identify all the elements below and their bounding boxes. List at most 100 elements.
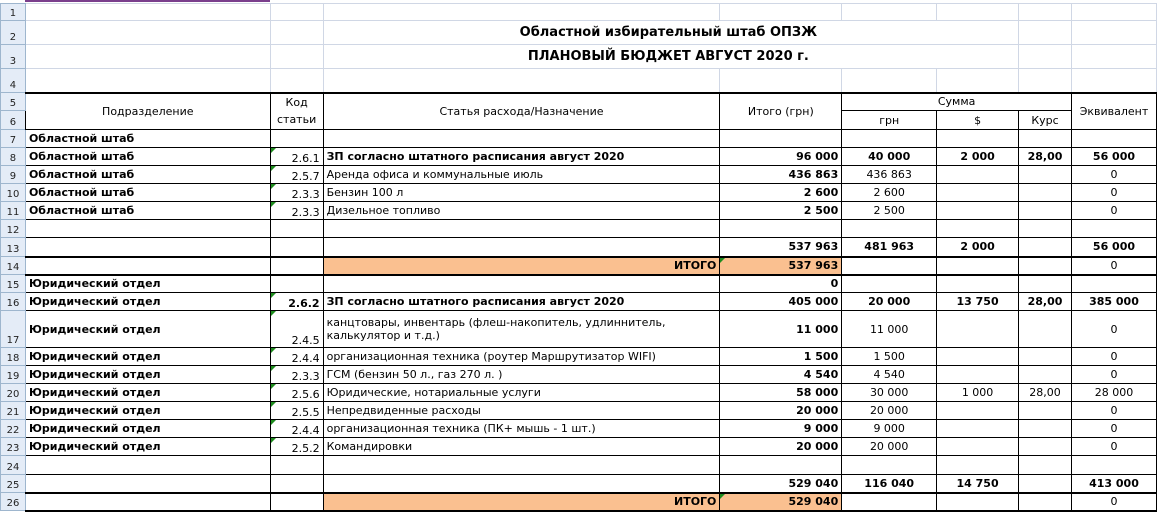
cell-usd[interactable] (936, 310, 1020, 348)
cell-equiv[interactable]: 28 000 (1070, 383, 1157, 402)
row-header[interactable]: 2 (0, 20, 26, 45)
cell-equiv[interactable] (1070, 273, 1157, 293)
cell-code[interactable]: 2.5.7 (269, 165, 324, 184)
cell-department[interactable]: Областной штаб (24, 201, 271, 220)
header-equiv[interactable]: Эквивалент (1070, 91, 1157, 130)
cell-item[interactable] (322, 129, 721, 148)
cell-department[interactable]: Областной штаб (24, 147, 271, 166)
row-header[interactable]: 15 (0, 274, 26, 293)
cell-total[interactable]: 529 040 (719, 474, 843, 493)
row-header[interactable]: 13 (0, 237, 26, 257)
cell-rate[interactable] (1018, 310, 1072, 348)
cell-code[interactable] (269, 474, 324, 493)
cell-uah[interactable] (841, 129, 938, 148)
cell-code[interactable]: 2.6.1 (269, 147, 324, 166)
cell-equiv[interactable]: 0 (1070, 165, 1157, 184)
cell-department[interactable] (24, 474, 271, 493)
cell-usd[interactable]: 13 750 (936, 292, 1020, 311)
cell-department[interactable]: Юридический отдел (24, 401, 271, 420)
cell-total[interactable]: 96 000 (719, 147, 843, 166)
cell-usd[interactable] (936, 183, 1020, 202)
cell-uah[interactable]: 481 963 (841, 237, 938, 257)
row-header[interactable]: 17 (0, 310, 26, 348)
cell-rate[interactable] (1018, 455, 1072, 475)
row-header[interactable]: 26 (0, 492, 26, 511)
header-dept[interactable]: Подразделение (24, 91, 271, 130)
cell-usd[interactable]: 14 750 (936, 474, 1020, 493)
cell-rate[interactable]: 28,00 (1018, 383, 1072, 402)
cell-department[interactable]: Юридический отдел (24, 419, 271, 438)
cell-item[interactable] (322, 273, 721, 293)
cell-uah[interactable] (841, 273, 938, 293)
cell-usd[interactable] (936, 129, 1020, 148)
cell-equiv[interactable] (1070, 455, 1157, 475)
cell-usd[interactable] (936, 419, 1020, 438)
cell-equiv[interactable]: 0 (1070, 310, 1157, 348)
cell-usd[interactable]: 2 000 (936, 147, 1020, 166)
cell-department[interactable] (24, 237, 271, 257)
cell-uah[interactable]: 20 000 (841, 292, 938, 311)
cell-code[interactable] (269, 255, 324, 276)
cell-rate[interactable] (1018, 219, 1072, 238)
itogo-label[interactable]: ИТОГО (322, 491, 721, 512)
cell-item[interactable]: ЗП согласно штатного расписания август 2… (322, 147, 721, 166)
row-header[interactable]: 23 (0, 437, 26, 456)
row-header[interactable]: 20 (0, 383, 26, 402)
cell-code[interactable]: 2.4.5 (269, 310, 324, 348)
cell-department[interactable]: Юридический отдел (24, 437, 271, 456)
row-header[interactable]: 5 (0, 92, 26, 111)
cell-rate[interactable] (1018, 165, 1072, 184)
cell-uah[interactable]: 116 040 (841, 474, 938, 493)
cell-total[interactable]: 2 500 (719, 201, 843, 220)
cell-uah[interactable]: 11 000 (841, 310, 938, 348)
cell-rate[interactable]: 28,00 (1018, 292, 1072, 311)
cell-rate[interactable] (1018, 437, 1072, 456)
row-header[interactable]: 24 (0, 455, 26, 475)
cell-uah[interactable]: 20 000 (841, 437, 938, 456)
cell-department[interactable]: Юридический отдел (24, 292, 271, 311)
cell-total[interactable]: 1 500 (719, 347, 843, 366)
row-header[interactable]: 1 (0, 3, 26, 21)
cell-uah[interactable] (841, 491, 938, 512)
cell-department[interactable] (24, 455, 271, 475)
cell-equiv[interactable]: 0 (1070, 365, 1157, 384)
cell-department[interactable] (24, 491, 271, 512)
row-header[interactable]: 7 (0, 129, 26, 148)
cell-uah[interactable] (841, 455, 938, 475)
cell-equiv[interactable]: 0 (1070, 401, 1157, 420)
cell-code[interactable] (269, 455, 324, 475)
cell-department[interactable]: Юридический отдел (24, 273, 271, 293)
cell-code[interactable] (269, 219, 324, 238)
cell-item[interactable]: организационная техника (роутер Маршрути… (322, 347, 721, 366)
header-uah[interactable]: грн (841, 110, 938, 130)
row-header[interactable]: 18 (0, 347, 26, 366)
cell-rate[interactable] (1018, 365, 1072, 384)
cell-uah[interactable]: 4 540 (841, 365, 938, 384)
header-item[interactable]: Статья расхода/Назначение (322, 91, 721, 130)
cell-item[interactable] (322, 237, 721, 257)
cell-uah[interactable]: 1 500 (841, 347, 938, 366)
cell-code[interactable]: 2.3.3 (269, 365, 324, 384)
cell-department[interactable]: Юридический отдел (24, 365, 271, 384)
cell-code[interactable] (269, 129, 324, 148)
cell-rate[interactable] (1018, 401, 1072, 420)
cell-rate[interactable]: 28,00 (1018, 147, 1072, 166)
cell-item[interactable]: Юридические, нотариальные услуги (322, 383, 721, 402)
cell-department[interactable]: Областной штаб (24, 165, 271, 184)
cell-uah[interactable]: 9 000 (841, 419, 938, 438)
cell-total[interactable] (719, 455, 843, 475)
cell-item[interactable]: организационная техника (ПК+ мышь - 1 шт… (322, 419, 721, 438)
cell-rate[interactable] (1018, 491, 1072, 512)
cell-department[interactable] (24, 255, 271, 276)
header-usd[interactable]: $ (936, 110, 1020, 130)
cell-code[interactable]: 2.6.2 (269, 292, 324, 311)
cell-total[interactable]: 537 963 (719, 237, 843, 257)
cell-code[interactable] (269, 491, 324, 512)
cell-item[interactable]: ГСМ (бензин 50 л., газ 270 л. ) (322, 365, 721, 384)
row-header[interactable]: 8 (0, 147, 26, 166)
cell-department[interactable]: Областной штаб (24, 183, 271, 202)
cell-equiv[interactable]: 0 (1070, 491, 1157, 512)
row-header[interactable]: 14 (0, 256, 26, 275)
header-total[interactable]: Итого (грн) (719, 91, 843, 130)
